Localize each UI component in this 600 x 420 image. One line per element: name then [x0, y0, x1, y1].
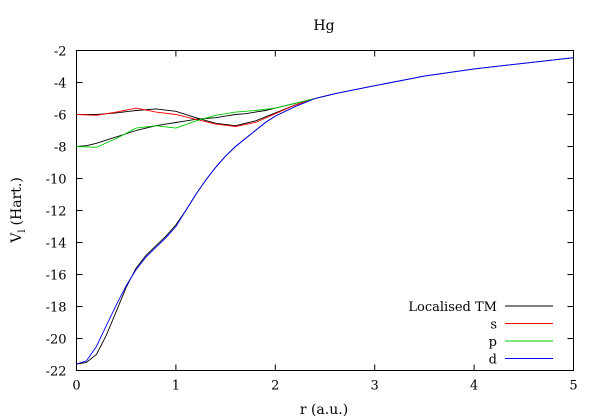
y-tick-label: -18	[46, 301, 67, 316]
y-axis-label-unit: (Hart.)	[9, 177, 25, 225]
y-tick-label: -4	[54, 77, 67, 92]
series-line-d	[76, 57, 574, 365]
axis-ticks: 0 1 2 3 4 5 -22 -20 -18 -16 -14 -12 -10 -8 -6 -4 -2	[46, 45, 578, 394]
legend-label: d	[489, 353, 497, 368]
x-tick-label: 3	[371, 379, 379, 394]
legend: Localised TM spd	[408, 300, 553, 368]
series-line-p	[76, 98, 316, 148]
x-tick-label: 5	[569, 379, 577, 394]
series-line-localised-tm	[76, 93, 336, 365]
y-tick-label: -10	[46, 173, 67, 188]
series-line-localised-tm	[76, 57, 574, 147]
x-tick-label: 1	[172, 379, 180, 394]
series-layer	[76, 57, 574, 365]
series-line-localised-tm	[76, 98, 316, 127]
y-tick-label: -22	[46, 365, 67, 380]
series-line-s	[76, 98, 316, 127]
x-tick-label: 0	[72, 379, 80, 394]
y-tick-label: -14	[46, 237, 67, 252]
y-axis-label-main: V	[9, 232, 25, 244]
y-tick-label: -6	[54, 109, 67, 124]
y-tick-label: -20	[46, 333, 67, 348]
x-tick-label: 2	[271, 379, 279, 394]
x-tick-label: 4	[470, 379, 478, 394]
y-axis-label: Vl (Hart.)	[9, 177, 28, 244]
x-axis-label: r (a.u.)	[300, 402, 348, 418]
y-tick-label: -2	[54, 45, 67, 60]
y-tick-label: -12	[46, 205, 67, 220]
y-tick-label: -8	[54, 141, 67, 156]
y-axis-label-subscript: l	[17, 229, 28, 232]
plot-frame	[76, 50, 574, 371]
y-tick-label: -16	[46, 269, 67, 284]
legend-label: p	[489, 335, 497, 350]
legend-label: s	[490, 318, 497, 333]
chart-title: Hg	[313, 18, 334, 34]
legend-label: Localised TM	[408, 300, 497, 315]
